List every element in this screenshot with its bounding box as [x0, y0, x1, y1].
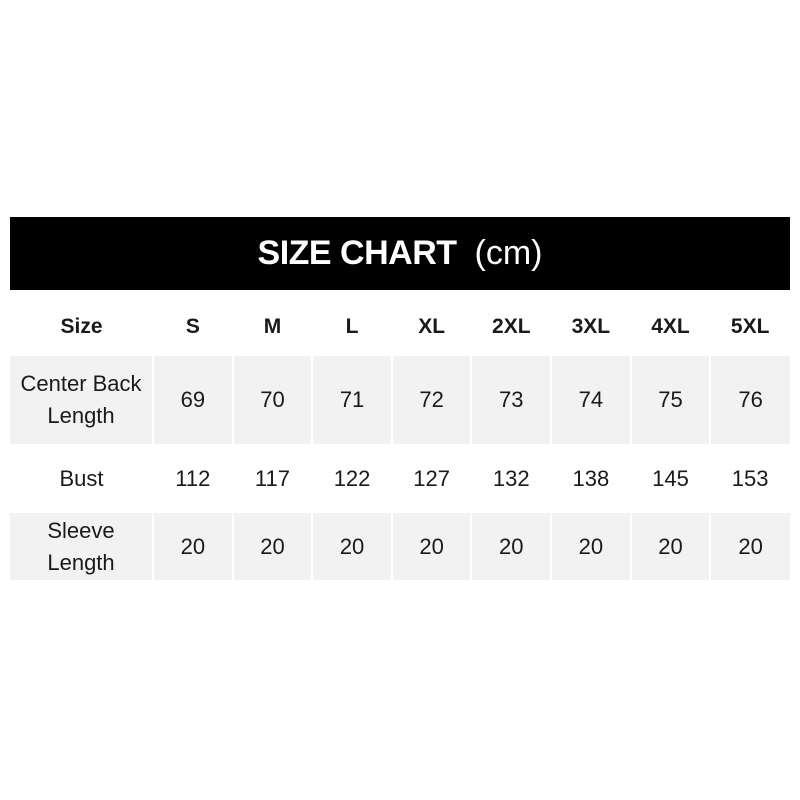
header-cell: 2XL [492, 315, 531, 338]
table-cell: 122 [333, 465, 371, 491]
table-cell: 117 [254, 465, 290, 491]
table-row: Bust 112 117 122 127 132 138 145 153 [10, 444, 790, 513]
table-cell: 20 [551, 513, 632, 580]
header-cell: XL [418, 315, 446, 338]
table-cell: 20 [312, 513, 393, 580]
table-cell: 20 [710, 513, 790, 580]
header-row: Size S M L XL 2XL 3XL 4XL 5XL [10, 298, 790, 356]
table-cell: 20 [232, 513, 314, 580]
size-chart-banner: SIZE CHART (cm) [10, 217, 790, 290]
table-cell: 75 [630, 356, 712, 444]
table-cell: 127 [413, 465, 451, 491]
chart-title: SIZE CHART [257, 234, 458, 272]
header-cell: 5XL [730, 315, 770, 338]
table-cell: 20 [630, 513, 712, 580]
table-row: Sleeve Length 20 20 20 20 20 20 20 20 [10, 513, 790, 580]
table-cell: 145 [652, 465, 689, 491]
table-row: Center Back Length 69 70 71 72 73 74 75 7… [10, 356, 790, 444]
header-cell: 4XL [651, 315, 690, 338]
table-cell: 71 [312, 356, 393, 444]
row-label-line: Length [47, 549, 115, 575]
table-cell: 74 [551, 356, 632, 444]
header-cell: S [185, 315, 200, 338]
header-cell: Size [60, 315, 103, 338]
header-cell: 3XL [571, 315, 611, 338]
row-label: Sleeve Length [10, 513, 155, 580]
row-label-line: Center Back [20, 371, 142, 396]
table-cell: 76 [710, 356, 790, 444]
row-label-line: Length [47, 403, 115, 428]
chart-unit: (cm) [474, 234, 543, 272]
table-cell: 20 [153, 513, 234, 580]
table-cell: 73 [471, 356, 553, 444]
table-cell: 72 [391, 356, 473, 444]
header-cell: L [345, 315, 359, 338]
row-label-line: Sleeve [47, 517, 115, 543]
table-cell: 132 [492, 465, 530, 491]
row-label: Bust [59, 465, 104, 491]
table-cell: 69 [153, 356, 234, 444]
size-table: Size S M L XL 2XL 3XL 4XL 5XL Center Bac… [10, 298, 790, 580]
table-cell: 70 [232, 356, 314, 444]
table-cell: 138 [572, 465, 610, 491]
table-cell: 112 [175, 465, 211, 491]
table-cell: 20 [391, 513, 473, 580]
table-cell: 20 [471, 513, 553, 580]
header-cell: M [263, 315, 282, 338]
row-label: Center Back Length [10, 356, 155, 444]
table-cell: 153 [731, 465, 769, 491]
